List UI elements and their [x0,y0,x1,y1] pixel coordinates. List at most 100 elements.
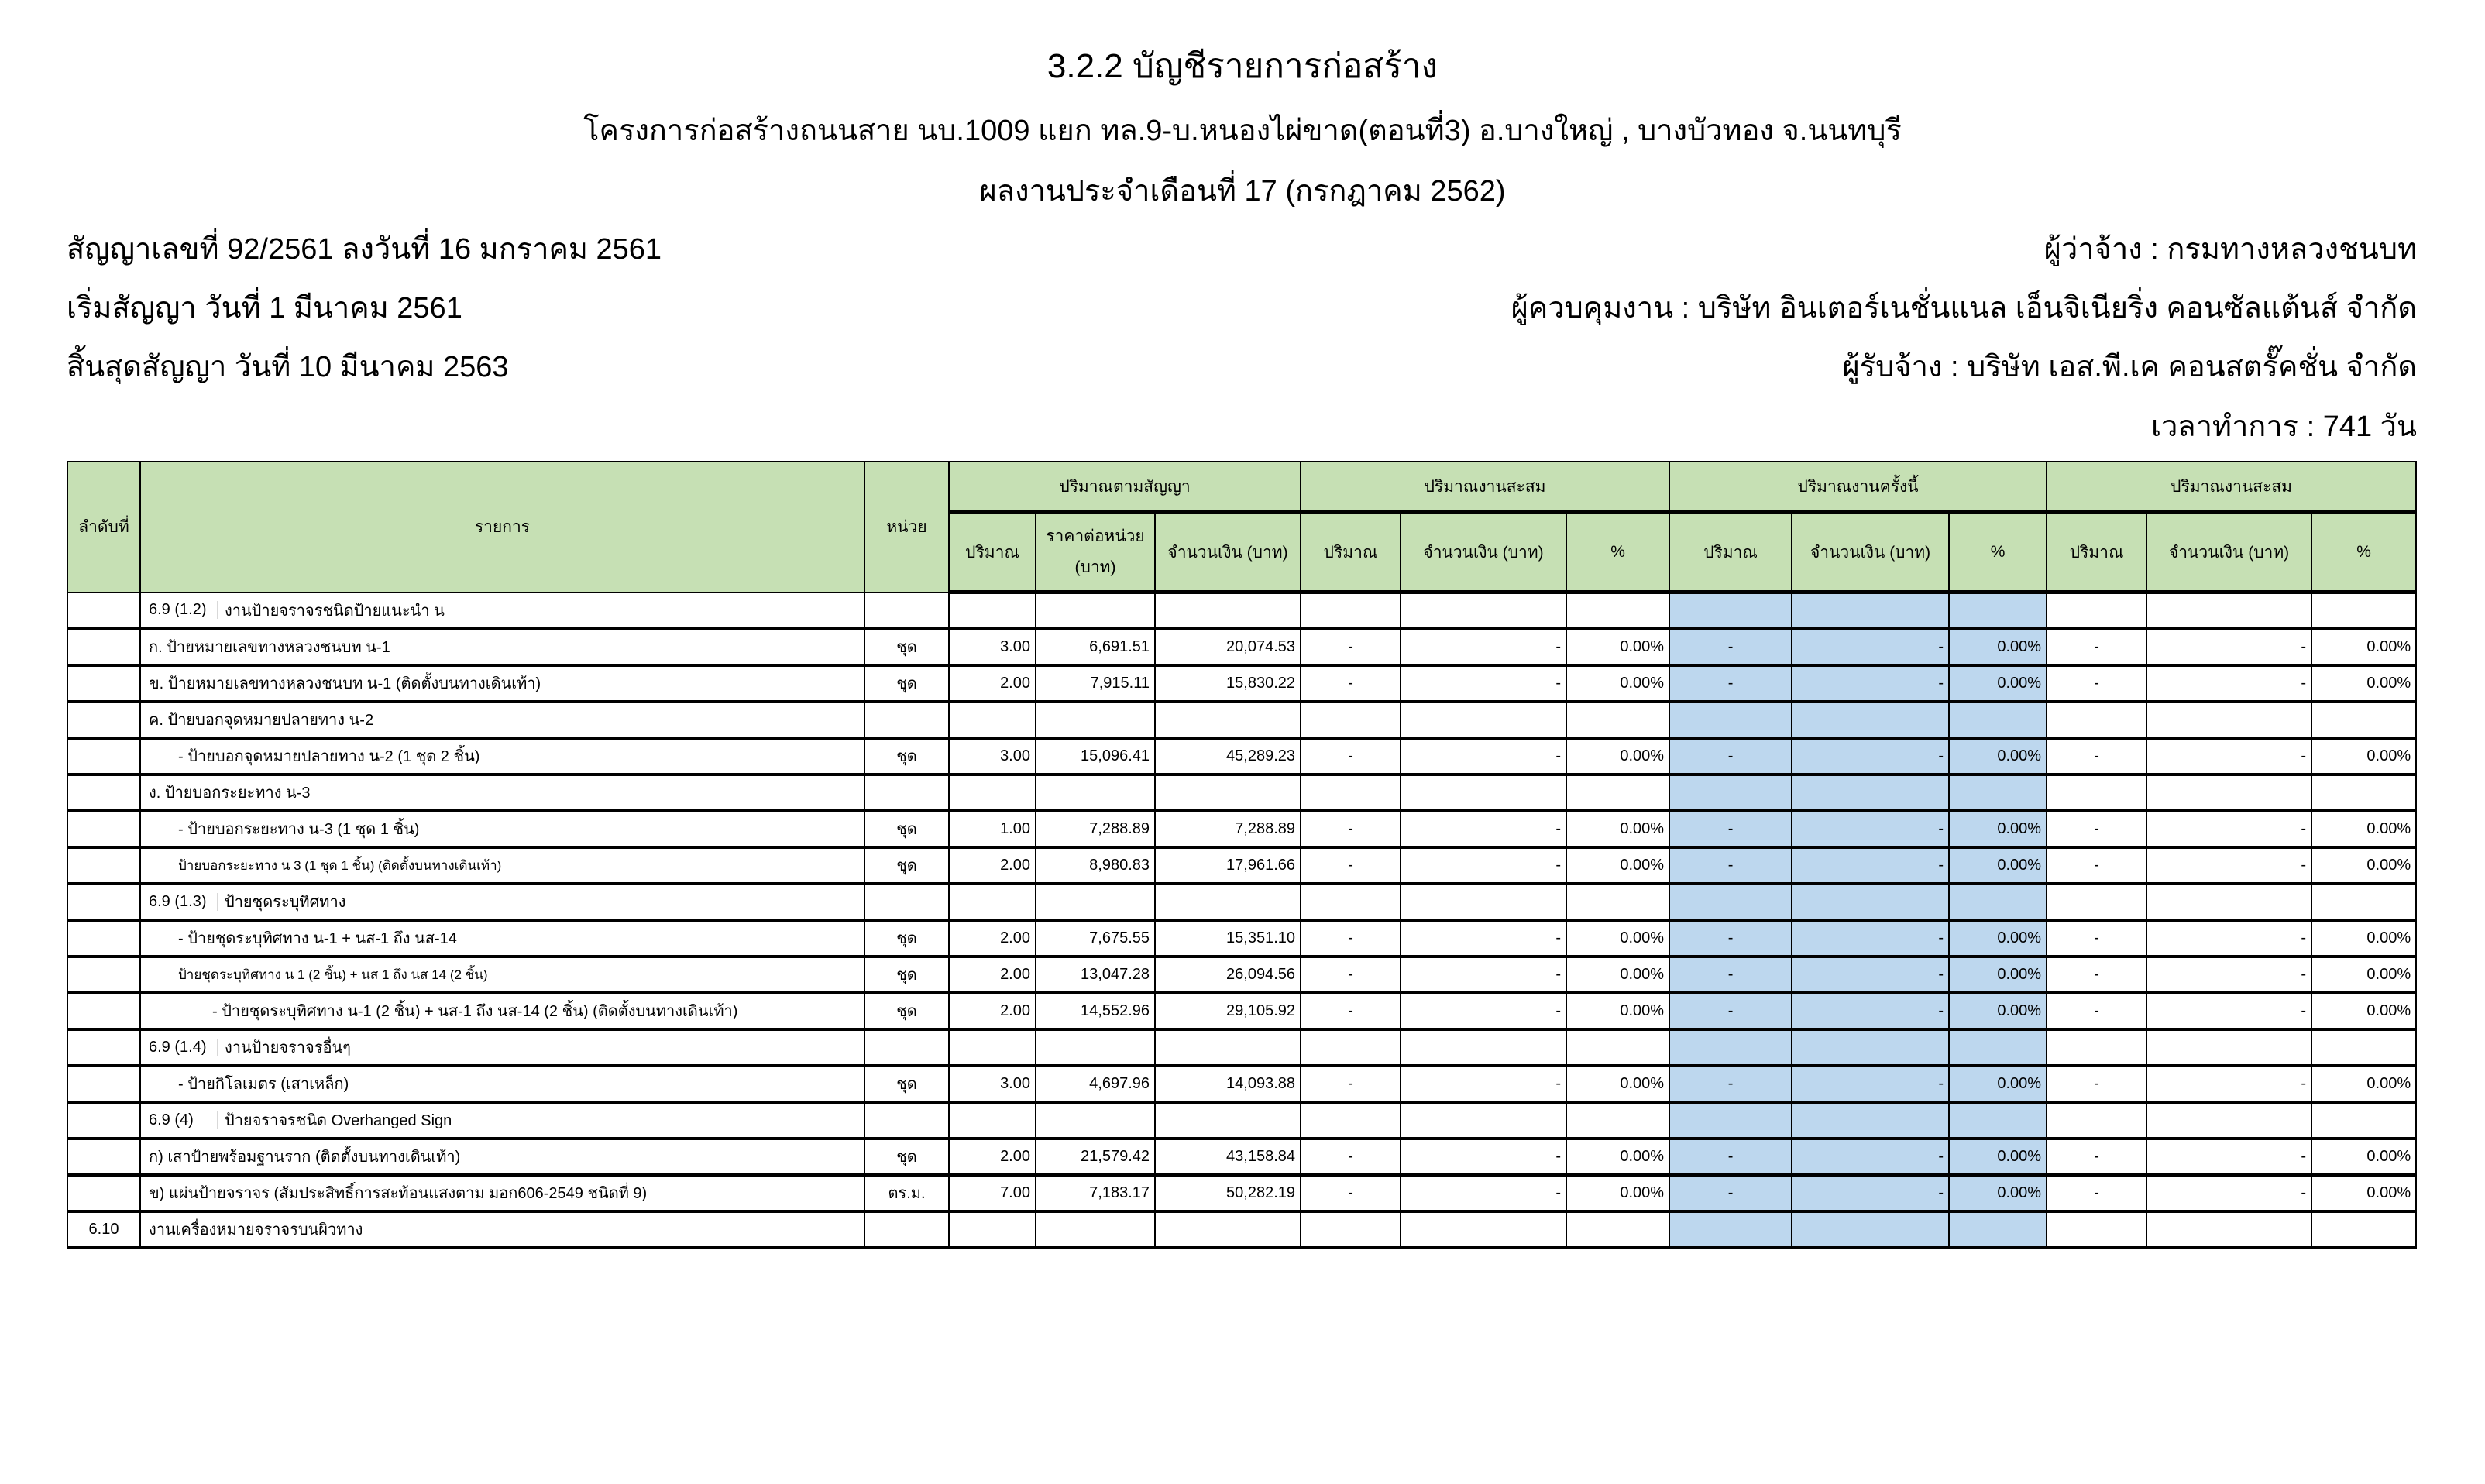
item-number [67,955,141,994]
cumulative-qty [2046,1210,2148,1249]
previous-pct: 0.00% [1566,919,1671,958]
item-text: ป้ายชุดระบุทิศทาง [225,894,346,911]
cumulative-pct: 0.00% [2311,737,2418,776]
previous-pct [1566,882,1671,922]
contract-qty [948,1028,1036,1067]
previous-amount: - [1400,1173,1568,1213]
item-description: ข) แผ่นป้ายจราจร (สัมประสิทธิ์การสะท้อนแ… [139,1173,865,1213]
previous-qty: - [1300,1173,1402,1213]
item-text: - ป้ายชุดระบุทิศทาง น-1 + นส-1 ถึง นส-14 [178,930,457,947]
item-number [67,1137,141,1177]
previous-amount: - [1400,737,1568,776]
item-number [67,700,141,740]
item-text: ง. ป้ายบอกระยะทาง น-3 [149,785,311,802]
unit: ชุด [864,1137,950,1177]
previous-qty: - [1300,919,1402,958]
contract-qty: 2.00 [948,919,1036,958]
table-row: - ป้ายชุดระบุทิศทาง น-1 (2 ชิ้น) + นส-1 … [67,991,2418,1031]
current-qty [1669,773,1793,812]
item-number [67,591,141,630]
cumulative-pct [2311,1210,2418,1249]
contract-amount [1153,1210,1302,1249]
unit [864,882,950,922]
item-text: ป้ายจราจรชนิด Overhanged Sign [225,1112,452,1129]
employer: ผู้ว่าจ้าง : กรมทางหลวงชนบท [2043,233,2417,266]
item-number [67,1064,141,1104]
item-description: - ป้ายชุดระบุทิศทาง น-1 + นส-1 ถึง นส-14 [139,919,865,958]
cumulative-pct [2311,700,2418,740]
cumulative-pct [2311,773,2418,812]
cumulative-amount [2146,773,2313,812]
contract-amount: 7,288.89 [1153,809,1302,849]
current-amount [1791,882,1951,922]
item-number [67,809,141,849]
previous-qty: - [1300,1137,1402,1177]
previous-amount: - [1400,809,1568,849]
construction-items-table: ลำดับที่ รายการ หน่วย ปริมาณตามสัญญา ปริ… [67,461,2418,1249]
item-description: 6.9 (1.4) งานป้ายจราจรอื่นๆ [139,1028,865,1067]
previous-pct [1566,773,1671,812]
current-qty [1669,591,1793,630]
previous-pct: 0.00% [1566,809,1671,849]
project-name: โครงการก่อสร้างถนนสาย นบ.1009 แยก ทล.9-บ… [583,115,1902,147]
cumulative-pct [2311,882,2418,922]
cumulative-amount: - [2146,919,2313,958]
current-amount: - [1791,627,1951,667]
previous-pct: 0.00% [1566,991,1671,1031]
previous-qty [1300,773,1402,812]
previous-qty: - [1300,1064,1402,1104]
contract-amount: 15,830.22 [1153,664,1302,703]
current-pct [1948,591,2048,630]
unit [864,773,950,812]
previous-qty [1300,591,1402,630]
current-amount: - [1791,1064,1951,1104]
col-header-pct: % [1948,511,2048,594]
item-text: - ป้ายบอกจุดหมายปลายทาง น-2 (1 ชุด 2 ชิ้… [178,748,480,765]
item-text: งานเครื่องหมายจราจรบนผิวทาง [149,1221,363,1238]
item-description: ก. ป้ายหมายเลขทางหลวงชนบท น-1 [139,627,865,667]
previous-amount [1400,700,1568,740]
table-row: 6.9 (4) ป้ายจราจรชนิด Overhanged Sign [67,1101,2418,1140]
table-row: 6.9 (1.3) ป้ายชุดระบุทิศทาง [67,882,2418,922]
previous-amount: - [1400,1137,1568,1177]
previous-amount: - [1400,1064,1568,1104]
item-code: 6.9 (1.3) [142,892,218,911]
cumulative-pct [2311,591,2418,630]
item-text: ป้ายบอกระยะทาง น 3 (1 ชุด 1 ชิ้น) (ติดตั… [178,857,502,873]
current-qty [1669,882,1793,922]
col-header-amount: จำนวนเงิน (บาท) [1791,511,1951,594]
contract-qty [948,773,1036,812]
cumulative-amount: - [2146,627,2313,667]
item-description: งานเครื่องหมายจราจรบนผิวทาง [139,1210,865,1249]
current-amount: - [1791,846,1951,885]
cumulative-pct: 0.00% [2311,1137,2418,1177]
previous-qty [1300,1210,1402,1249]
current-qty: - [1669,737,1793,776]
previous-amount [1400,1101,1568,1140]
previous-qty: - [1300,737,1402,776]
current-amount [1791,591,1951,630]
item-number [67,846,141,885]
current-qty [1669,1101,1793,1140]
table-row: ป้ายบอกระยะทาง น 3 (1 ชุด 1 ชิ้น) (ติดตั… [67,846,2418,885]
table-row: ก) เสาป้ายพร้อมฐานราก (ติดตั้งบนทางเดินเ… [67,1137,2418,1177]
current-amount: - [1791,1137,1951,1177]
contract-amount [1153,1028,1302,1067]
cumulative-amount: - [2146,1064,2313,1104]
item-description: - ป้ายชุดระบุทิศทาง น-1 (2 ชิ้น) + นส-1 … [139,991,865,1031]
item-description: ข. ป้ายหมายเลขทางหลวงชนบท น-1 (ติดตั้งบน… [139,664,865,703]
cumulative-amount [2146,1101,2313,1140]
previous-pct: 0.00% [1566,664,1671,703]
current-pct: 0.00% [1948,919,2048,958]
previous-amount: - [1400,846,1568,885]
current-amount: - [1791,991,1951,1031]
col-header-amount: จำนวนเงิน (บาท) [2146,511,2313,594]
item-text: - ป้ายกิโลเมตร (เสาเหล็ก) [178,1076,349,1093]
current-amount: - [1791,919,1951,958]
previous-pct [1566,1210,1671,1249]
current-pct: 0.00% [1948,809,2048,849]
item-description: 6.9 (1.3) ป้ายชุดระบุทิศทาง [139,882,865,922]
previous-amount [1400,1210,1568,1249]
unit-price: 21,579.42 [1035,1137,1156,1177]
cumulative-qty: - [2046,846,2148,885]
